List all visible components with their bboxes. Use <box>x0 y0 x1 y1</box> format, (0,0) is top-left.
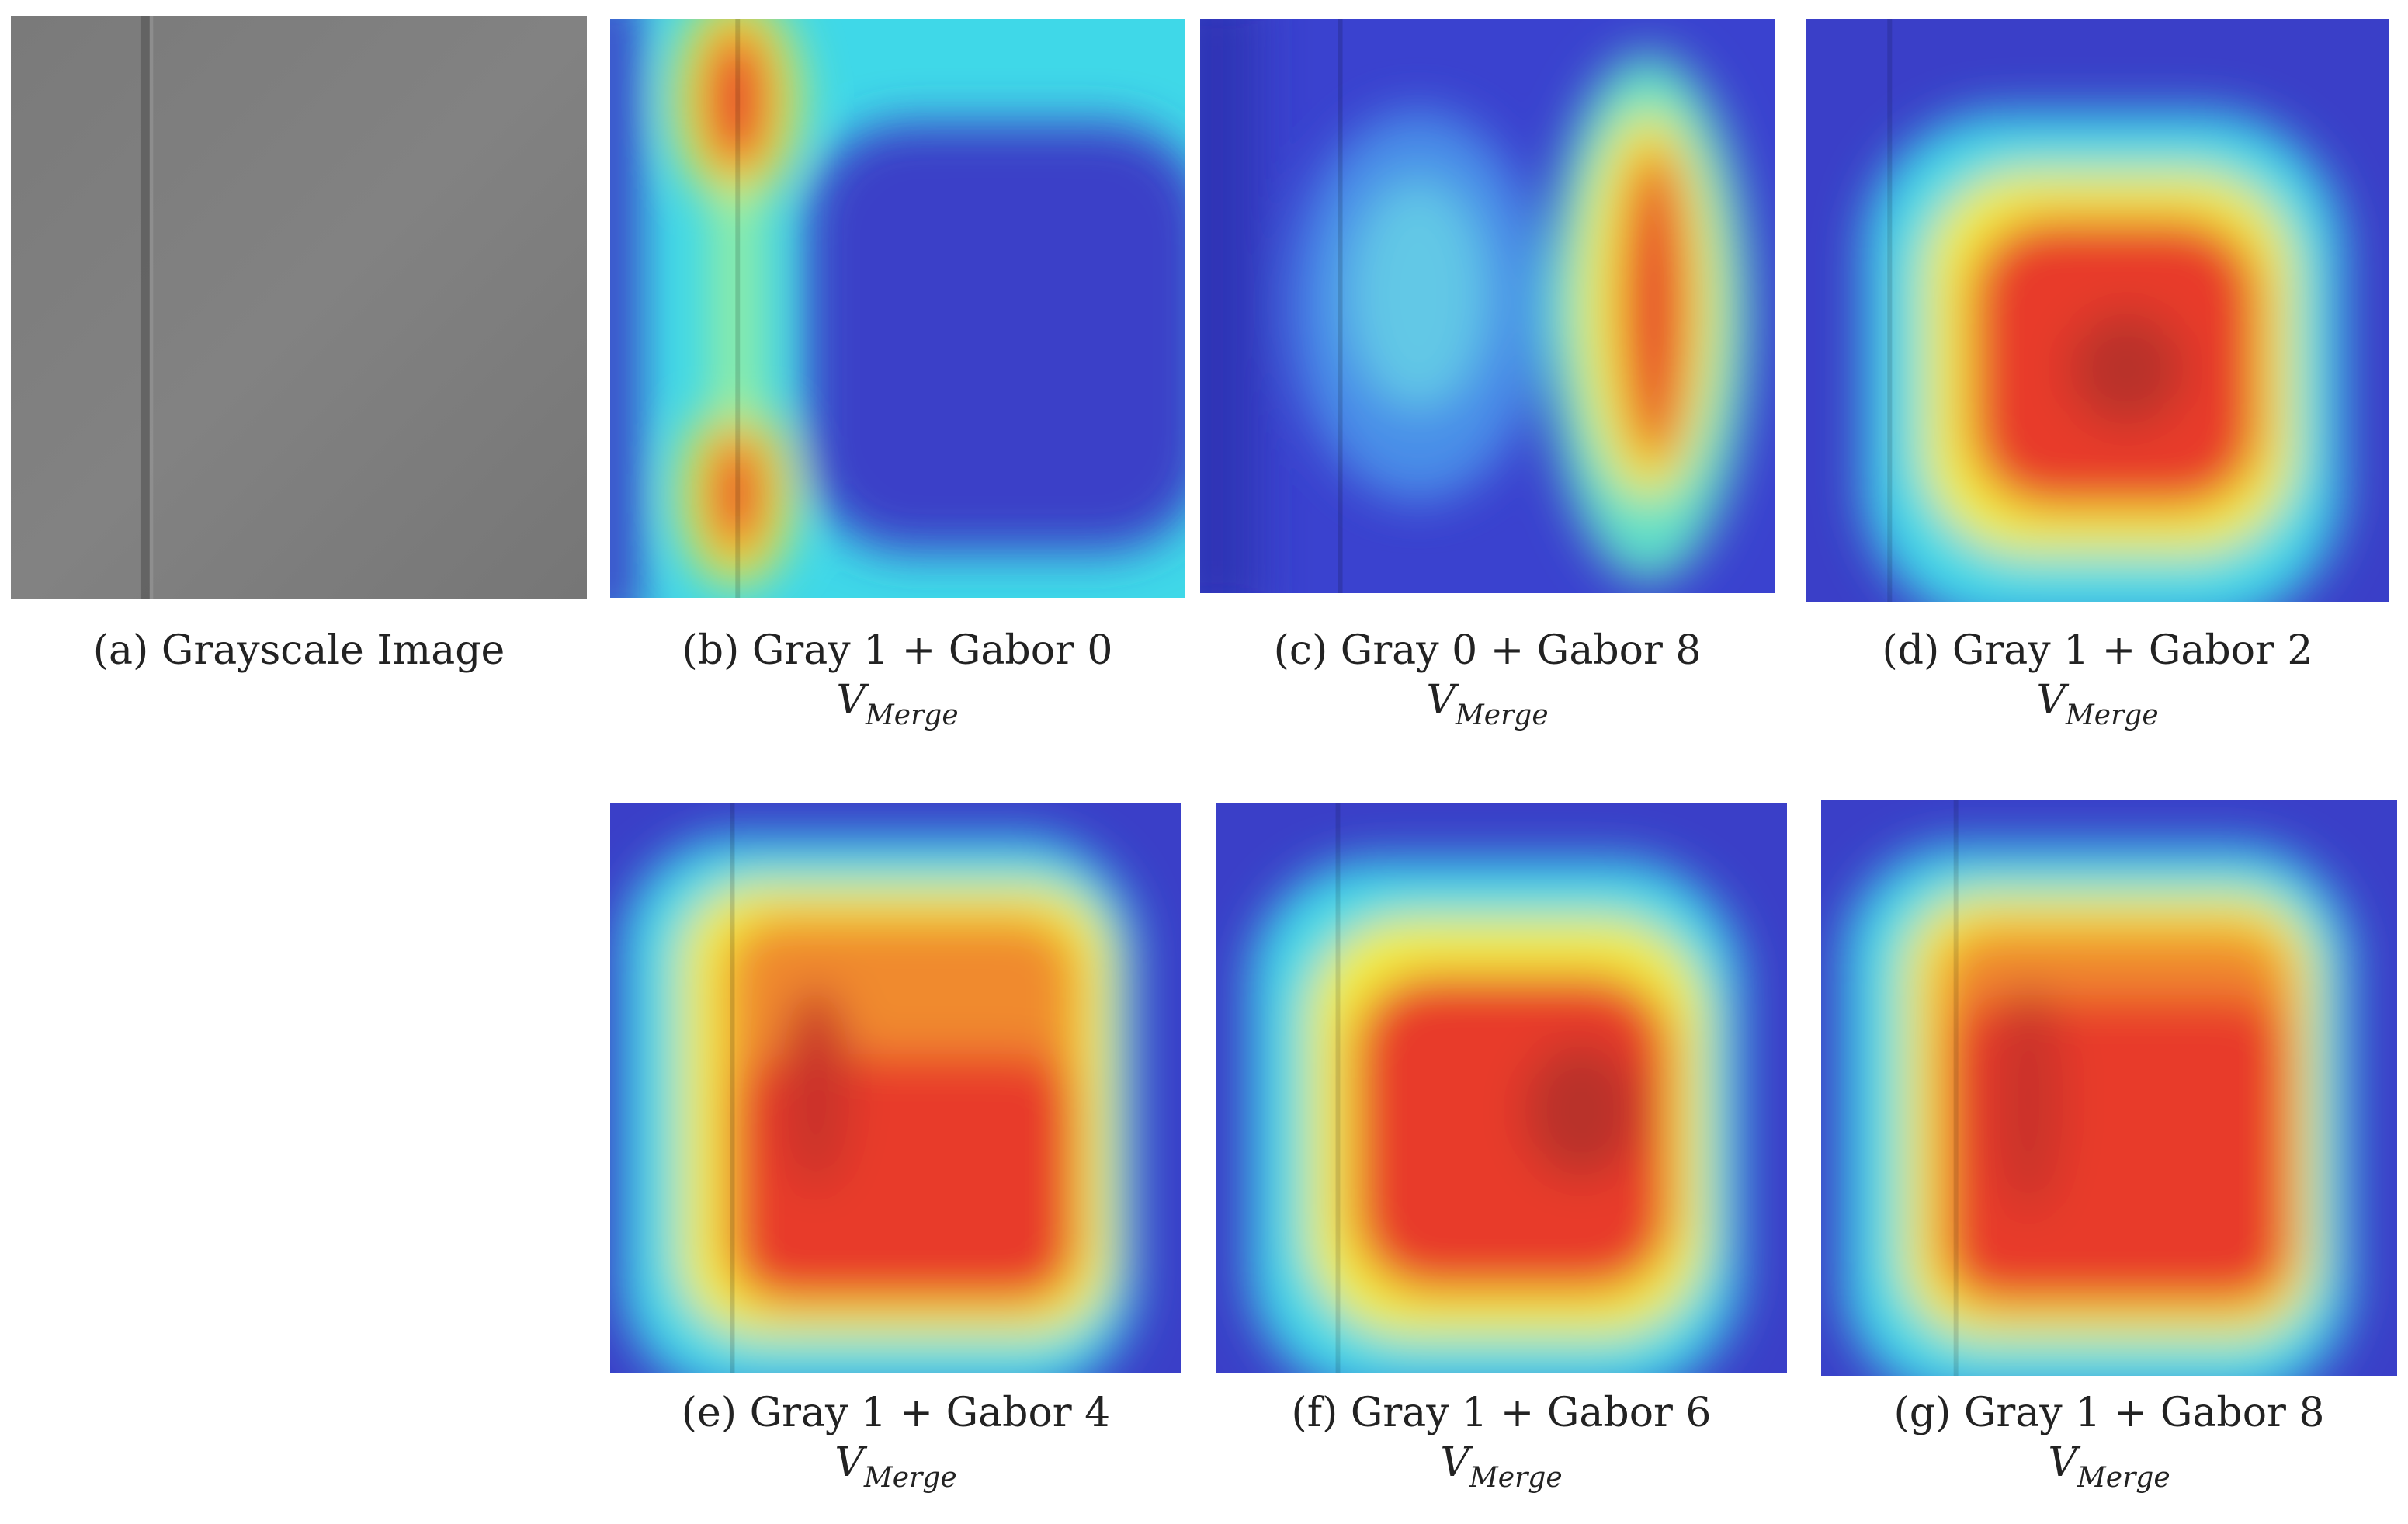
panel-e-heatmap <box>610 803 1181 1373</box>
panel-a-grayscale-image <box>11 16 587 599</box>
caption-f-variable: VMerge <box>1440 1439 1563 1494</box>
caption-e-variable: VMerge <box>834 1439 957 1494</box>
grayscale-image <box>11 16 587 599</box>
heatmap-b <box>610 19 1185 598</box>
caption-c-variable: VMerge <box>1426 677 1549 731</box>
panel-g-heatmap <box>1821 800 2397 1376</box>
caption-d: (d) Gray 1 + Gabor 2 VMerge <box>1806 627 2389 739</box>
heatmap-e <box>610 803 1181 1373</box>
heatmap-g <box>1821 800 2397 1376</box>
caption-g: (g) Gray 1 + Gabor 8 VMerge <box>1821 1390 2397 1501</box>
caption-e: (e) Gray 1 + Gabor 4 VMerge <box>610 1390 1181 1501</box>
panel-d-heatmap <box>1806 19 2389 602</box>
panel-c-heatmap <box>1200 19 1775 593</box>
caption-e-text: (e) Gray 1 + Gabor 4 <box>681 1390 1111 1436</box>
caption-a: (a) Grayscale Image <box>11 627 587 674</box>
caption-b-variable: VMerge <box>836 677 959 731</box>
caption-c: (c) Gray 0 + Gabor 8 VMerge <box>1200 627 1775 739</box>
panel-b-heatmap <box>610 19 1185 598</box>
caption-g-variable: VMerge <box>2048 1439 2170 1494</box>
heatmap-c <box>1200 19 1775 593</box>
heatmap-d <box>1806 19 2389 602</box>
heatmap-f <box>1216 803 1787 1373</box>
caption-b-text: (b) Gray 1 + Gabor 0 <box>682 627 1113 674</box>
caption-b: (b) Gray 1 + Gabor 0 VMerge <box>610 627 1185 739</box>
caption-d-text: (d) Gray 1 + Gabor 2 <box>1882 627 2313 674</box>
caption-f: (f) Gray 1 + Gabor 6 VMerge <box>1216 1390 1787 1501</box>
caption-a-text: (a) Grayscale Image <box>92 627 505 674</box>
panel-f-heatmap <box>1216 803 1787 1373</box>
caption-f-text: (f) Gray 1 + Gabor 6 <box>1291 1390 1712 1436</box>
caption-g-text: (g) Gray 1 + Gabor 8 <box>1893 1390 2325 1436</box>
caption-d-variable: VMerge <box>2036 677 2159 731</box>
caption-c-text: (c) Gray 0 + Gabor 8 <box>1273 627 1702 674</box>
